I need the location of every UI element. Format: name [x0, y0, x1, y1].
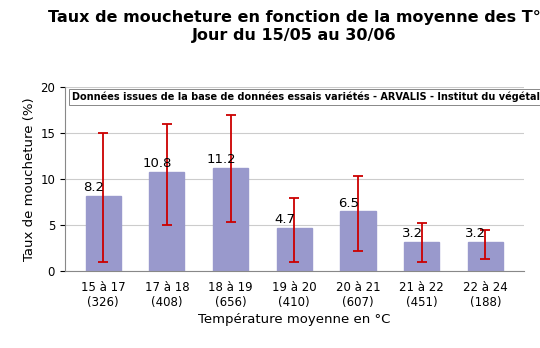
Bar — [213, 168, 248, 271]
Text: 10.8: 10.8 — [143, 157, 172, 170]
X-axis label: Température moyenne en °C: Température moyenne en °C — [198, 313, 390, 326]
Text: Taux de moucheture en fonction de la moyenne des T°
Jour du 15/05 au 30/06: Taux de moucheture en fonction de la moy… — [48, 10, 540, 43]
Bar — [341, 212, 375, 271]
Bar — [404, 242, 439, 271]
Text: 3.2: 3.2 — [402, 227, 423, 240]
Text: 3.2: 3.2 — [465, 227, 487, 240]
Text: 8.2: 8.2 — [83, 181, 104, 194]
Bar — [150, 172, 184, 271]
Text: 6.5: 6.5 — [338, 197, 359, 209]
Bar — [277, 228, 312, 271]
Text: Données issues de la base de données essais variétés - ARVALIS - Institut du vég: Données issues de la base de données ess… — [72, 92, 539, 102]
Bar — [86, 196, 121, 271]
Text: 11.2: 11.2 — [206, 153, 236, 166]
Text: 4.7: 4.7 — [274, 213, 295, 226]
Bar — [468, 242, 503, 271]
Y-axis label: Taux de moucheture (%): Taux de moucheture (%) — [23, 97, 36, 261]
